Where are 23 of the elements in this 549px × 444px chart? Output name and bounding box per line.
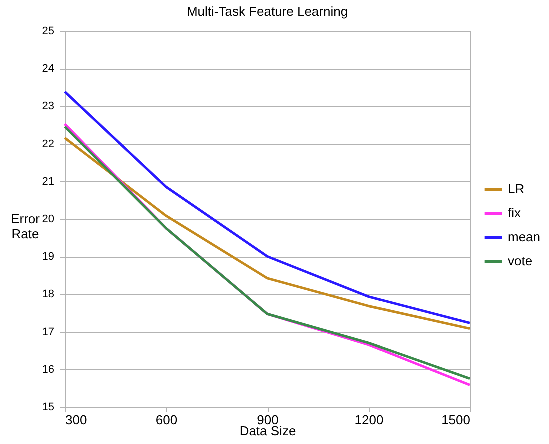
x-tick-label: 1500: [442, 412, 470, 428]
y-tick-label: 18: [42, 288, 54, 301]
line-series: [64, 136, 472, 330]
y-tick-label: 17: [42, 326, 54, 338]
legend-label: fix: [508, 206, 522, 220]
y-tick-label: 23: [42, 100, 54, 113]
y-tick-label: 16: [42, 364, 54, 376]
y-tick-label: 19: [42, 251, 54, 264]
y-tick-label: 24: [42, 63, 54, 76]
y-axis-title: Error Rate: [11, 212, 41, 242]
x-tick-label: 600: [156, 412, 178, 428]
y-tick-label: 21: [42, 176, 54, 188]
x-tick-label: 300: [66, 412, 88, 428]
legend-label: vote: [508, 254, 533, 268]
y-tick-label: 20: [42, 214, 54, 226]
chart-title: Multi-Task Feature Learning: [186, 4, 348, 19]
y-tick-label: 22: [42, 138, 54, 150]
y-tick-label: 15: [42, 402, 54, 414]
x-tick-label: 1200: [354, 412, 384, 428]
line-series: [64, 90, 472, 324]
y-tick-label: 25: [42, 26, 54, 38]
legend-label: LR: [508, 182, 525, 196]
legend-label: mean: [508, 230, 541, 244]
